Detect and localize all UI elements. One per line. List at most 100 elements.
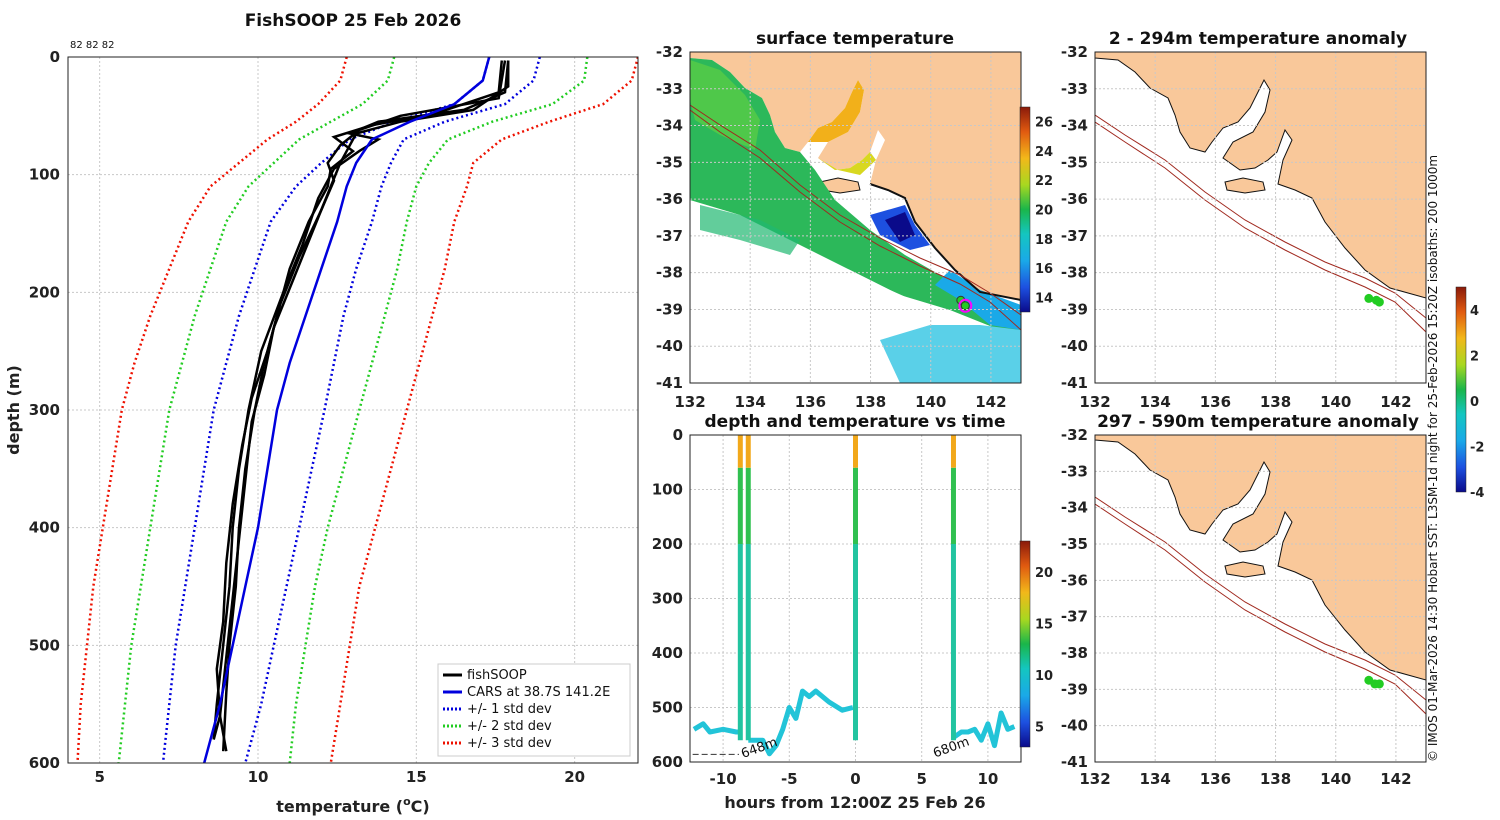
depth-time-ytick-label: 400 xyxy=(652,644,683,662)
profile-corner-note: 82 82 82 xyxy=(70,40,115,51)
anomaly-upper-point xyxy=(1364,293,1374,303)
profile-ytick-label: 100 xyxy=(29,166,60,184)
depth-time-colorbar xyxy=(1019,540,1031,748)
map-ytick-label: -32 xyxy=(656,43,683,61)
sst-map xyxy=(690,52,1021,383)
depth-time-ytick-label: 0 xyxy=(673,426,683,444)
anomaly-lower-isobath-1000 xyxy=(1095,503,1426,715)
profile-xlabel: temperature (oC) xyxy=(276,795,429,816)
map-ytick-label: -32 xyxy=(1061,43,1088,61)
anomaly-upper-points xyxy=(1364,293,1384,307)
map-ytick-label: -36 xyxy=(656,190,683,208)
depth-time-colorbar-tick-label: 5 xyxy=(1035,720,1044,735)
profile-fishsoop-cast xyxy=(212,60,510,740)
sst-south-cyan xyxy=(880,325,1021,383)
profile-ytick-label: 500 xyxy=(29,636,60,654)
legend-label-fishsoop: fishSOOP xyxy=(467,668,527,683)
depth-time-xtick-label: -10 xyxy=(710,770,737,788)
depth-time-ytick-label: 500 xyxy=(652,699,683,717)
depth-time-colorbar-tick-label: 20 xyxy=(1035,566,1053,581)
depth-time-bottom-trace xyxy=(692,721,739,735)
depth-time-ytick-label: 600 xyxy=(652,753,683,771)
profile-std1-upper xyxy=(244,57,542,763)
map-ytick-label: -39 xyxy=(1061,300,1088,318)
sst-east-blue xyxy=(935,270,1021,330)
map-ytick-label: -34 xyxy=(1061,117,1088,135)
anomaly-colorbar-tick-label: 2 xyxy=(1470,349,1479,364)
profile-grid xyxy=(68,56,638,764)
anomaly-colorbar-ticks: -4 -2 0 2 4 xyxy=(1470,304,1484,501)
sst-coastline xyxy=(869,183,1021,301)
anomaly-upper-point xyxy=(1374,297,1384,307)
profile-cars-line xyxy=(202,57,491,763)
map-ytick-label: -33 xyxy=(1061,80,1088,98)
map-ytick-label: -41 xyxy=(1061,374,1088,392)
anomaly-lower-xtick-label: 140 xyxy=(1320,770,1351,788)
map-ytick-label: -40 xyxy=(656,337,683,355)
sst-shelf-water xyxy=(690,58,1021,345)
profile-std2-lower xyxy=(117,57,396,763)
map-xtick-label: 134 xyxy=(1140,393,1171,411)
profile-std1-lower xyxy=(161,57,491,763)
depth-time-colorbar-tick-label: 10 xyxy=(1035,669,1053,684)
sst-colorbar-ticks: 14 16 18 20 22 24 26 xyxy=(1035,116,1053,307)
anomaly-colorbar-tick-label: 0 xyxy=(1470,395,1479,410)
anomaly-lower-ytick-label: -37 xyxy=(1061,608,1088,626)
sst-markers xyxy=(956,295,973,313)
sst-land xyxy=(690,52,1021,300)
side-note: © IMOS 01-Mar-2026 14:30 Hobart SST: L3S… xyxy=(1426,155,1440,762)
depth-time-colorbar-ticks: 5 10 15 20 xyxy=(1035,566,1053,736)
legend-label-std2: +/- 2 std dev xyxy=(467,719,552,734)
sst-st-vincent-gulf xyxy=(818,152,876,175)
sst-panel: surface temperature 132 134 136 xyxy=(656,29,1053,411)
profile-axes-frame xyxy=(67,56,639,764)
depth-time-panel: depth and temperature vs time 648m 680m -… xyxy=(652,412,1053,812)
sst-cast-marker xyxy=(960,301,970,311)
map-ytick-label: -38 xyxy=(656,264,683,282)
anomaly-upper-isobath-1000 xyxy=(1095,121,1426,333)
anomaly-lower-xtick-label: 136 xyxy=(1200,770,1231,788)
sst-colorbar-tick-label: 26 xyxy=(1035,116,1053,131)
anomaly-lower-ytick-label: -40 xyxy=(1061,717,1088,735)
anomaly-upper-title: 2 - 294m temperature anomaly xyxy=(1109,29,1407,49)
profile-ytick-label: 600 xyxy=(29,754,60,772)
depth-time-colorbar-tick-label: 15 xyxy=(1035,617,1053,632)
map-ytick-label: -37 xyxy=(1061,227,1088,245)
anomaly-upper-map xyxy=(1095,52,1426,333)
sst-isobath-200 xyxy=(690,104,1021,316)
profile-fishsoop-cast xyxy=(221,60,504,752)
anomaly-lower-ytick-label: -34 xyxy=(1061,499,1088,517)
anomaly-lower-points xyxy=(1364,675,1384,689)
anomaly-lower-axes-frame xyxy=(1094,434,1427,763)
depth-time-bottom-trace xyxy=(748,688,854,757)
anomaly-lower-xtick-label: 142 xyxy=(1380,770,1411,788)
profile-ytick-label: 200 xyxy=(29,283,60,301)
sst-ticks: 132 134 136 138 140 142 -32 -33 -34 -35 -36 -37 -38 -… xyxy=(656,43,1007,411)
anomaly-lower-panel: 297 - 590m temperature anomaly 132 134 136… xyxy=(1061,412,1427,788)
map-xtick-label: 136 xyxy=(795,393,826,411)
map-xtick-label: 140 xyxy=(1320,393,1351,411)
map-xtick-label: 142 xyxy=(975,393,1006,411)
map-ytick-label: -34 xyxy=(656,117,683,135)
map-xtick-label: 132 xyxy=(1079,393,1110,411)
anomaly-colorbar-tick-label: 4 xyxy=(1470,304,1479,319)
map-xtick-label: 132 xyxy=(674,393,705,411)
anomaly-lower-isobath-200 xyxy=(1095,496,1426,701)
depth-time-xtick-label: 5 xyxy=(916,770,926,788)
anomaly-upper-island xyxy=(1224,177,1266,194)
sst-colorbar-tick-label: 20 xyxy=(1035,204,1053,219)
anomaly-lower-ytick-label: -33 xyxy=(1061,462,1088,480)
depth-time-title: depth and temperature vs time xyxy=(705,412,1006,432)
depth-time-ytick-label: 100 xyxy=(652,481,683,499)
anomaly-lower-island xyxy=(1224,561,1266,578)
depth-time-ytick-label: 300 xyxy=(652,590,683,608)
profile-fishsoop-cast xyxy=(212,60,510,740)
profile-legend: fishSOOP CARS at 38.7S 141.2E +/- 1 std … xyxy=(437,663,631,757)
anomaly-lower-ytick-label: -32 xyxy=(1061,426,1088,444)
depth-time-xtick-label: 0 xyxy=(850,770,860,788)
map-ytick-label: -39 xyxy=(656,300,683,318)
map-ytick-label: -38 xyxy=(1061,264,1088,282)
